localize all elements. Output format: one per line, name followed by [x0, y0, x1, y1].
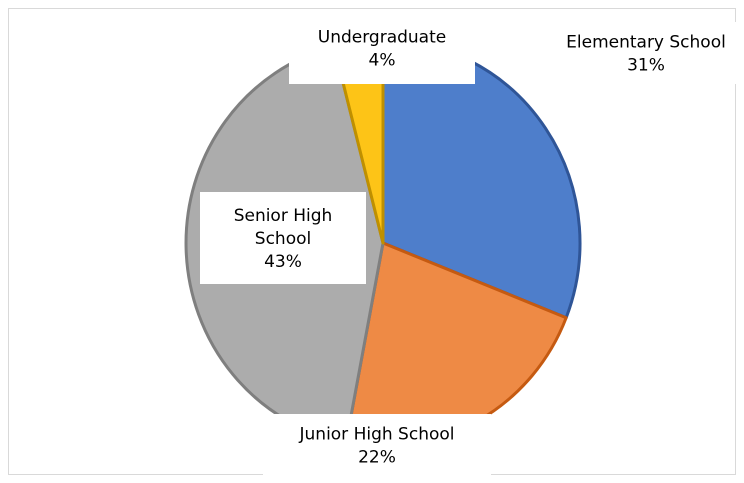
data-label-category: Junior High School: [299, 425, 455, 445]
data-label-junior-high-school: Junior High School 22%: [263, 414, 491, 476]
data-label-category: Elementary School: [566, 33, 726, 53]
data-label-percent: 31%: [627, 56, 665, 76]
data-label-category: School: [255, 229, 311, 249]
data-label-category: Senior High: [234, 206, 333, 226]
data-label-percent: 22%: [358, 448, 396, 468]
data-label-senior-high-school: Senior High School 43%: [200, 192, 366, 284]
data-label-percent: 43%: [264, 252, 302, 272]
data-label-category: Undergraduate: [318, 28, 446, 48]
data-label-percent: 4%: [369, 51, 396, 71]
data-label-undergraduate: Undergraduate 4%: [289, 12, 475, 84]
data-label-background: [289, 12, 475, 84]
data-label-elementary-school: Elementary School 31%: [548, 22, 744, 84]
